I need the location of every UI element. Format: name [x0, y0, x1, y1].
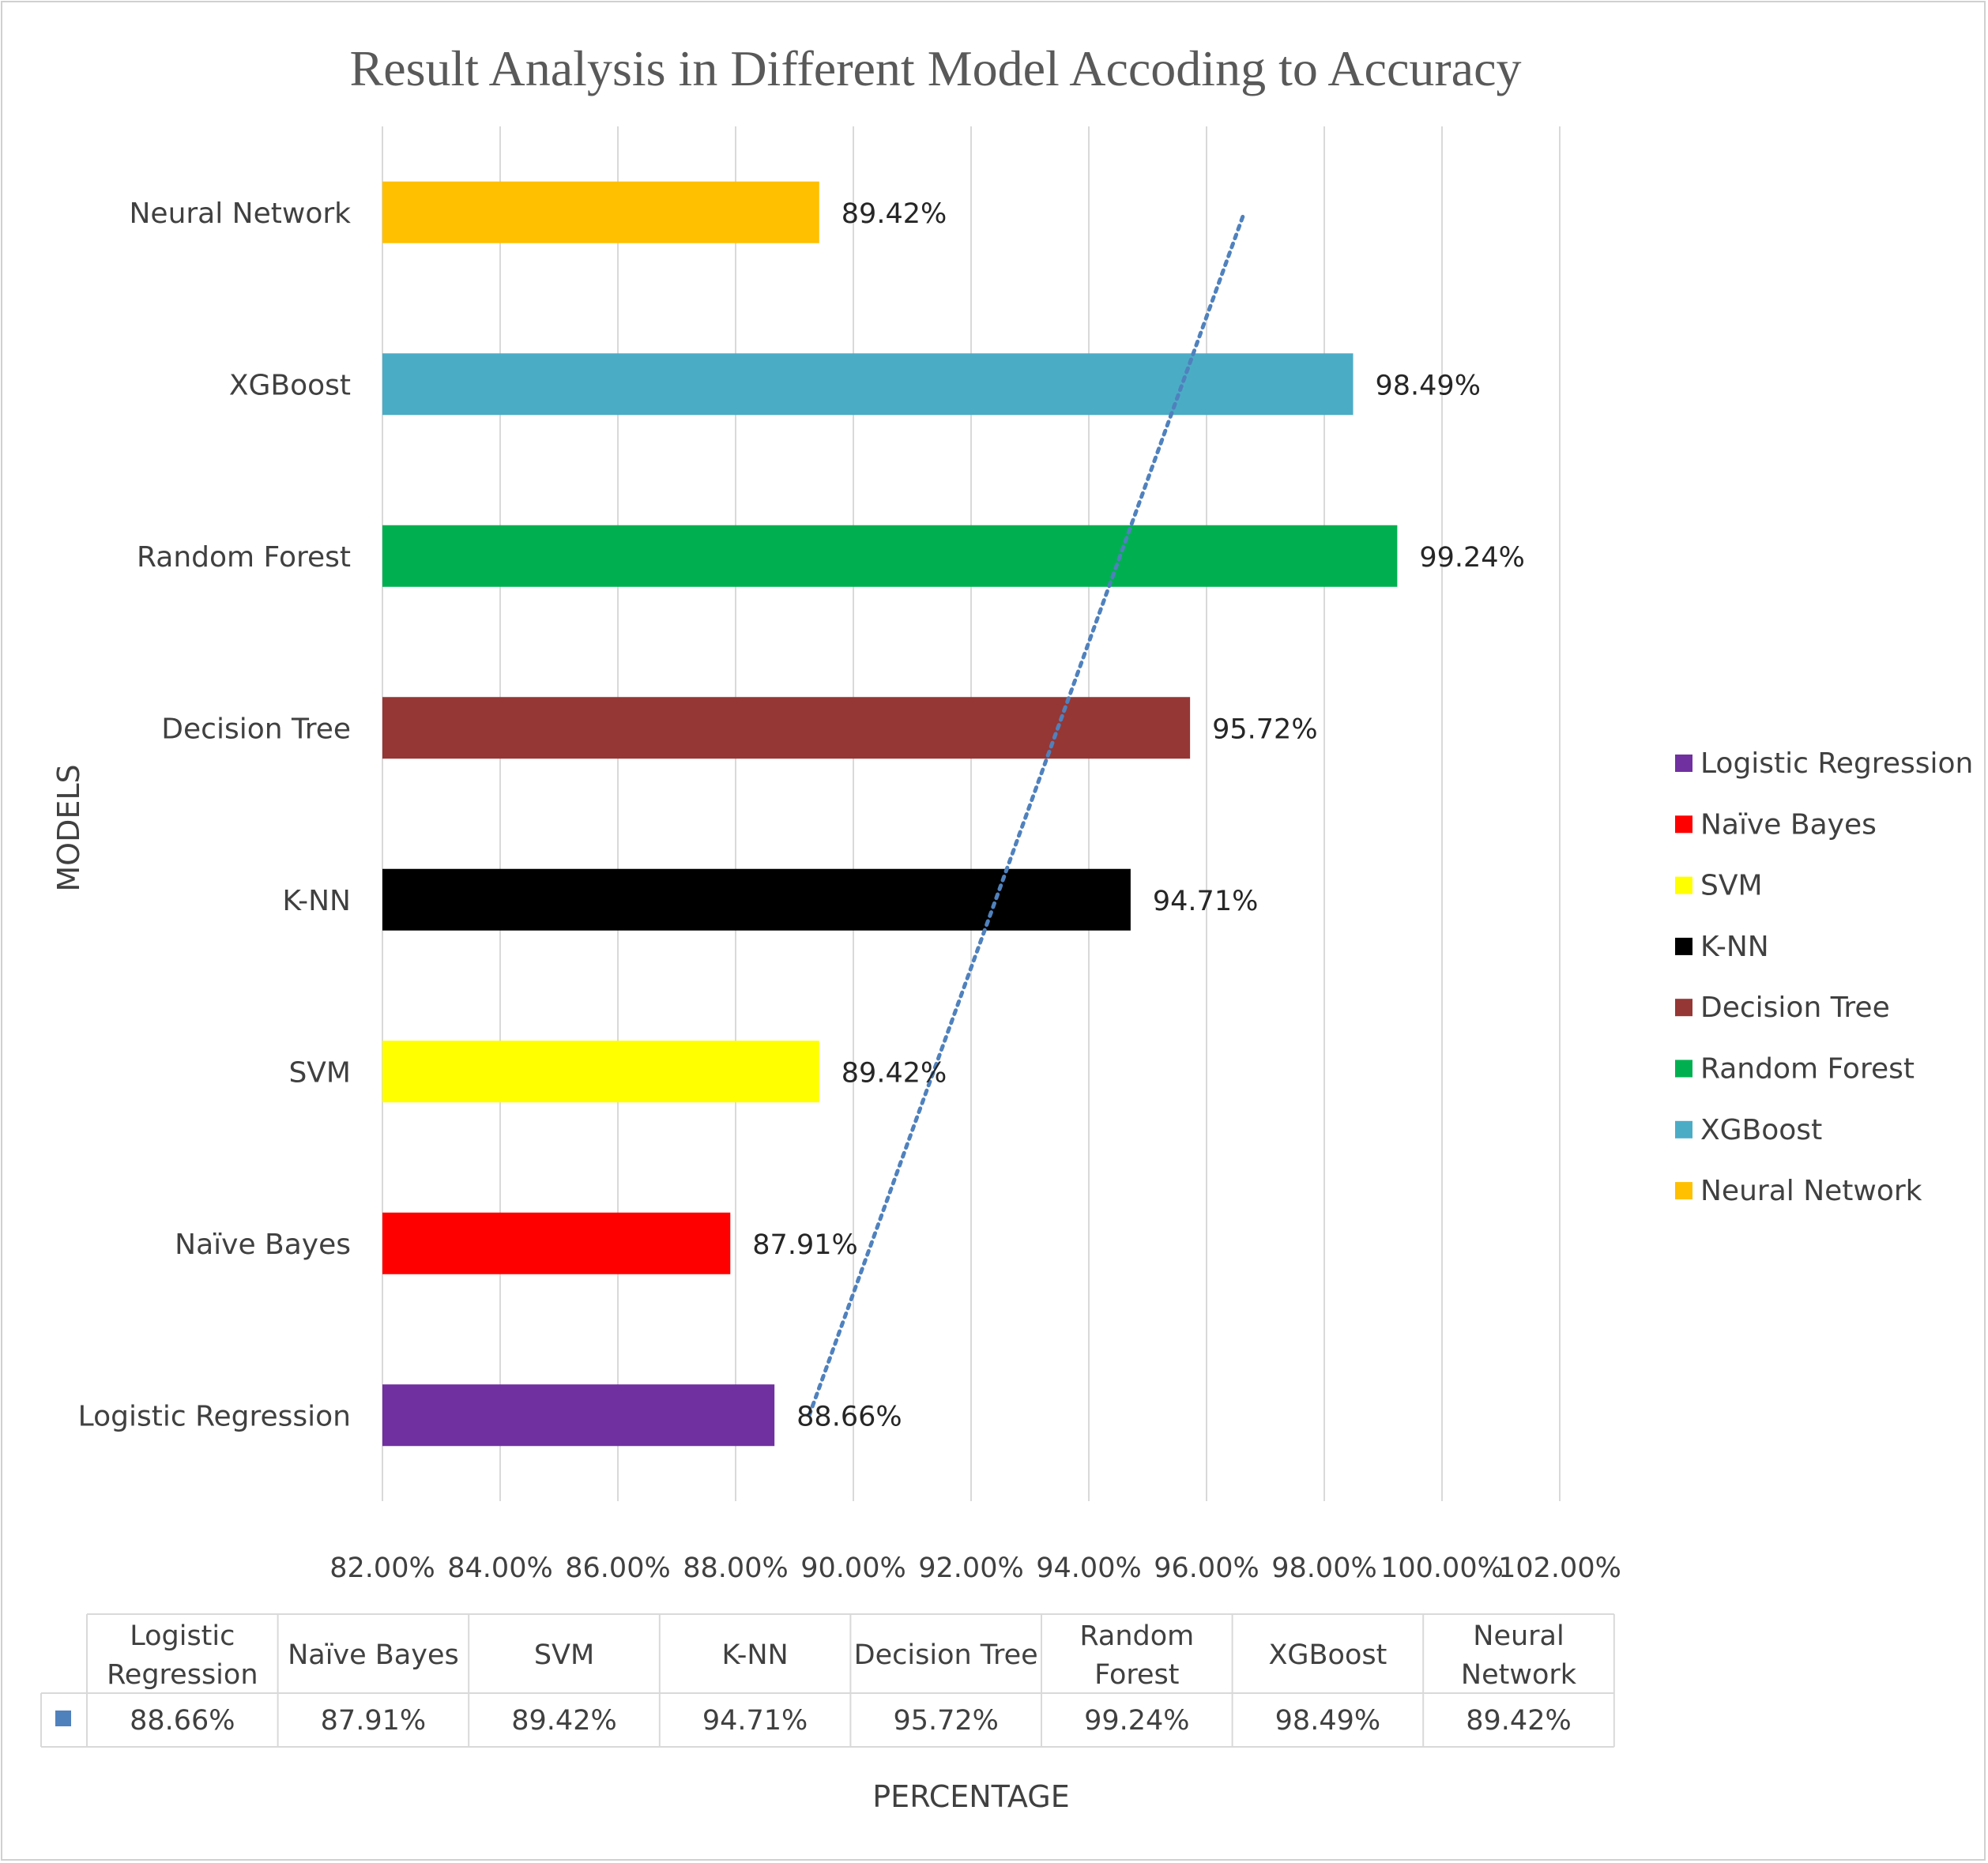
grid-lines	[382, 126, 1561, 1501]
bar-k-nn	[382, 868, 1131, 931]
x-tick-label: 90.00%	[800, 1552, 906, 1584]
table-cell: 95.72%	[893, 1705, 998, 1737]
data-label: 94.71%	[1153, 886, 1258, 917]
category-label: Logistic Regression	[78, 1400, 351, 1432]
table-header: Naïve Bayes	[288, 1639, 459, 1671]
x-axis-title: PERCENTAGE	[872, 1779, 1069, 1814]
category-label: XGBoost	[229, 369, 351, 401]
category-label: Random Forest	[137, 541, 351, 574]
legend-label: Neural Network	[1700, 1175, 1922, 1207]
data-label: 89.42%	[842, 1057, 947, 1089]
data-labels: 88.66% 87.91% 89.42% 94.71% 95.72% 99.24% 98.4…	[752, 198, 1525, 1433]
bar-na-ve-bayes	[382, 1212, 731, 1274]
x-tick-label: 96.00%	[1154, 1552, 1259, 1584]
bar-logistic-regression	[382, 1384, 775, 1447]
legend-label: Naïve Bayes	[1700, 808, 1877, 841]
y-axis-title: MODELS	[51, 764, 86, 891]
table-cell: 98.49%	[1275, 1705, 1380, 1737]
legend-swatch	[1675, 1120, 1692, 1138]
x-tick-label: 82.00%	[329, 1552, 435, 1584]
category-label: Decision Tree	[161, 713, 351, 745]
table-series-key	[55, 1711, 71, 1726]
chart-title: Result Analysis in Different Model Accod…	[350, 40, 1522, 96]
legend-label: SVM	[1700, 870, 1763, 902]
table-header: Neural	[1473, 1620, 1564, 1652]
legend-swatch	[1675, 1059, 1692, 1078]
table-header: SVM	[534, 1639, 594, 1671]
bars	[382, 181, 1398, 1447]
legend: Logistic Regression Naïve Bayes SVM K-NN Dec…	[1675, 747, 1973, 1207]
x-tick-label: 102.00%	[1498, 1552, 1621, 1584]
legend-label: K-NN	[1700, 931, 1769, 963]
x-tick-label: 88.00%	[683, 1552, 788, 1584]
bar-xgboost	[382, 353, 1354, 416]
table-cell: 89.42%	[1466, 1705, 1571, 1737]
table-cell: 88.66%	[130, 1705, 235, 1737]
category-labels: Logistic Regression Naïve Bayes SVM K-NN Dec…	[78, 198, 351, 1433]
x-tick-label: 98.00%	[1271, 1552, 1376, 1584]
table-header: Random	[1079, 1620, 1194, 1652]
table-cell: 99.24%	[1084, 1705, 1189, 1737]
data-label: 99.24%	[1419, 542, 1524, 574]
category-label: K-NN	[282, 885, 351, 917]
x-tick-label: 94.00%	[1036, 1552, 1141, 1584]
data-label: 89.42%	[842, 198, 947, 230]
legend-label: Random Forest	[1700, 1053, 1915, 1086]
x-tick-labels: 82.00% 84.00% 86.00% 88.00% 90.00% 92.00% 94.0…	[329, 1552, 1621, 1584]
category-label: Naïve Bayes	[175, 1229, 351, 1261]
table-cell: 94.71%	[702, 1705, 808, 1737]
category-label: Neural Network	[129, 198, 351, 230]
data-label: 95.72%	[1212, 713, 1317, 745]
data-table: Logistic Regression 88.66% Naïve Bayes 87.91…	[40, 1613, 1615, 1748]
legend-swatch	[1675, 755, 1692, 772]
legend-swatch	[1675, 937, 1692, 955]
table-header: Network	[1461, 1659, 1577, 1691]
data-label: 98.49%	[1376, 370, 1481, 401]
x-tick-label: 92.00%	[918, 1552, 1023, 1584]
bar-neural-network	[382, 181, 819, 243]
table-header: K-NN	[721, 1639, 788, 1671]
legend-swatch	[1675, 876, 1692, 894]
legend-label: XGBoost	[1700, 1114, 1822, 1146]
table-header: Regression	[107, 1659, 258, 1691]
x-tick-label: 86.00%	[565, 1552, 670, 1584]
legend-label: Decision Tree	[1700, 992, 1890, 1024]
table-header: XGBoost	[1268, 1639, 1387, 1671]
table-header: Forest	[1094, 1659, 1179, 1691]
data-label: 88.66%	[796, 1401, 902, 1432]
table-header: Decision Tree	[854, 1639, 1038, 1671]
table-cell: 87.91%	[321, 1705, 426, 1737]
table-cell: 89.42%	[511, 1705, 616, 1737]
x-tick-label: 84.00%	[447, 1552, 552, 1584]
bar-decision-tree	[382, 697, 1191, 759]
trendline-line	[807, 210, 1247, 1417]
legend-swatch	[1675, 815, 1692, 834]
bar-random-forest	[382, 525, 1398, 587]
legend-swatch	[1675, 999, 1692, 1017]
category-label: SVM	[288, 1056, 351, 1089]
table-header: Logistic	[130, 1620, 235, 1652]
x-tick-label: 100.00%	[1380, 1552, 1504, 1584]
data-label: 87.91%	[752, 1229, 857, 1261]
legend-swatch	[1675, 1182, 1692, 1200]
trendline	[807, 210, 1247, 1417]
bar-svm	[382, 1041, 819, 1103]
legend-label: Logistic Regression	[1700, 747, 1973, 780]
